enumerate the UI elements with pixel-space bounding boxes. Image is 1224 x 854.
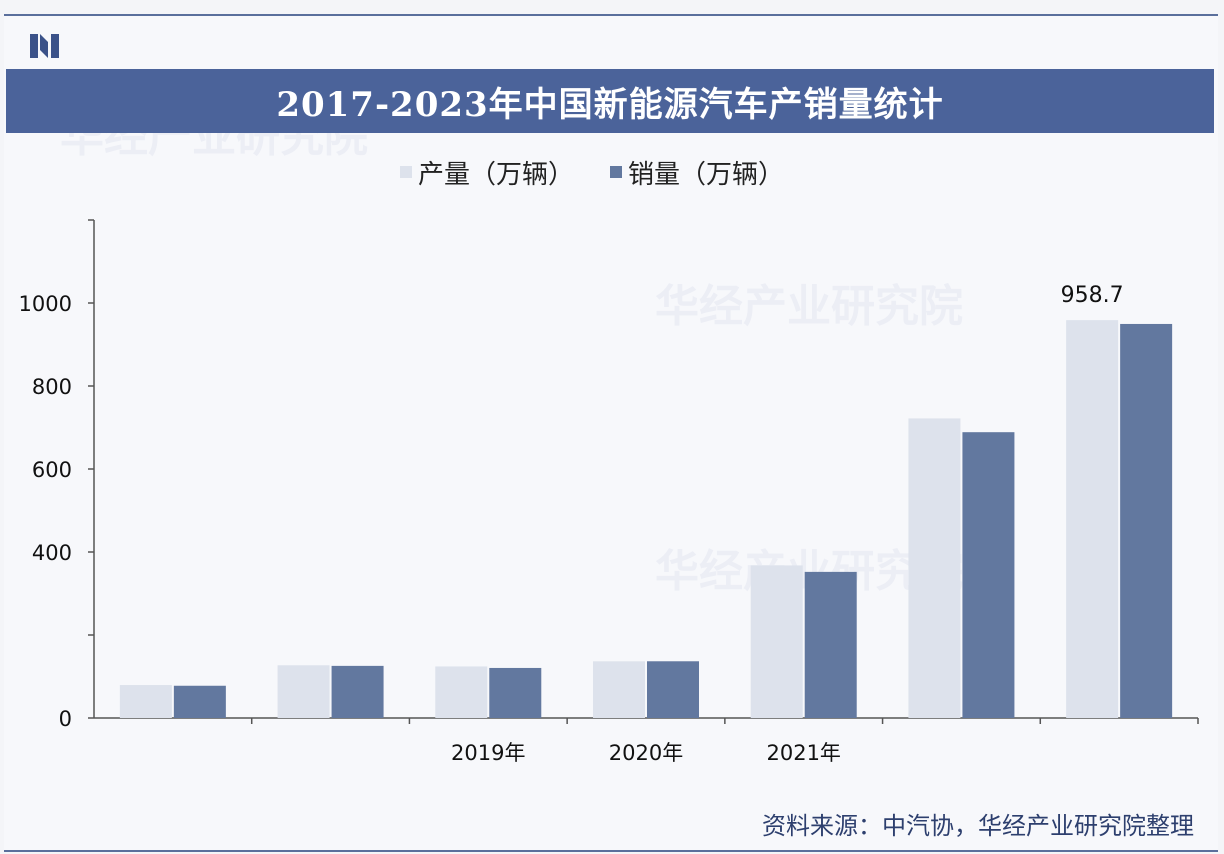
legend: 产量（万辆） 销量（万辆） — [400, 152, 784, 192]
bar-sales — [173, 685, 226, 718]
bar-sales — [1120, 323, 1173, 718]
legend-label-sales: 销量（万辆） — [628, 159, 785, 190]
bar-sales — [804, 571, 857, 718]
x-tick-label: 2021年 — [766, 741, 840, 765]
bar-production — [119, 685, 172, 718]
bar-production — [435, 666, 488, 718]
bar-sales — [331, 665, 384, 718]
x-tick-label: 2019年 — [451, 741, 525, 765]
bar-sales — [962, 432, 1015, 718]
brand-logo — [30, 34, 59, 58]
y-tick-label: 400 — [32, 541, 72, 565]
bar-production — [1066, 320, 1119, 718]
title-bar: 2017-2023年中国新能源汽车产销量统计 — [6, 69, 1214, 133]
bar-sales — [489, 667, 542, 718]
legend-swatch-production — [400, 166, 412, 178]
bar-production — [908, 418, 961, 718]
chart-title: 2017-2023年中国新能源汽车产销量统计 — [276, 84, 944, 125]
legend-item-sales: 销量（万辆） — [610, 154, 784, 191]
y-tick-label: 800 — [32, 375, 72, 399]
x-tick-label: 2020年 — [609, 741, 683, 765]
bar-production — [593, 661, 645, 718]
legend-label-production: 产量（万辆） — [418, 159, 575, 190]
legend-item-production: 产量（万辆） — [400, 154, 574, 191]
y-tick-label: 1000 — [19, 292, 72, 316]
y-tick-label: 0 — [59, 707, 72, 731]
legend-swatch-sales — [610, 166, 623, 178]
data-label: 958.7 — [1061, 283, 1124, 308]
y-tick-label: 600 — [32, 458, 72, 482]
bar-production — [750, 565, 803, 718]
bar-production — [277, 665, 330, 718]
bar-sales — [647, 661, 699, 718]
source-note: 资料来源：中汽协，华经产业研究院整理 — [762, 812, 1194, 840]
